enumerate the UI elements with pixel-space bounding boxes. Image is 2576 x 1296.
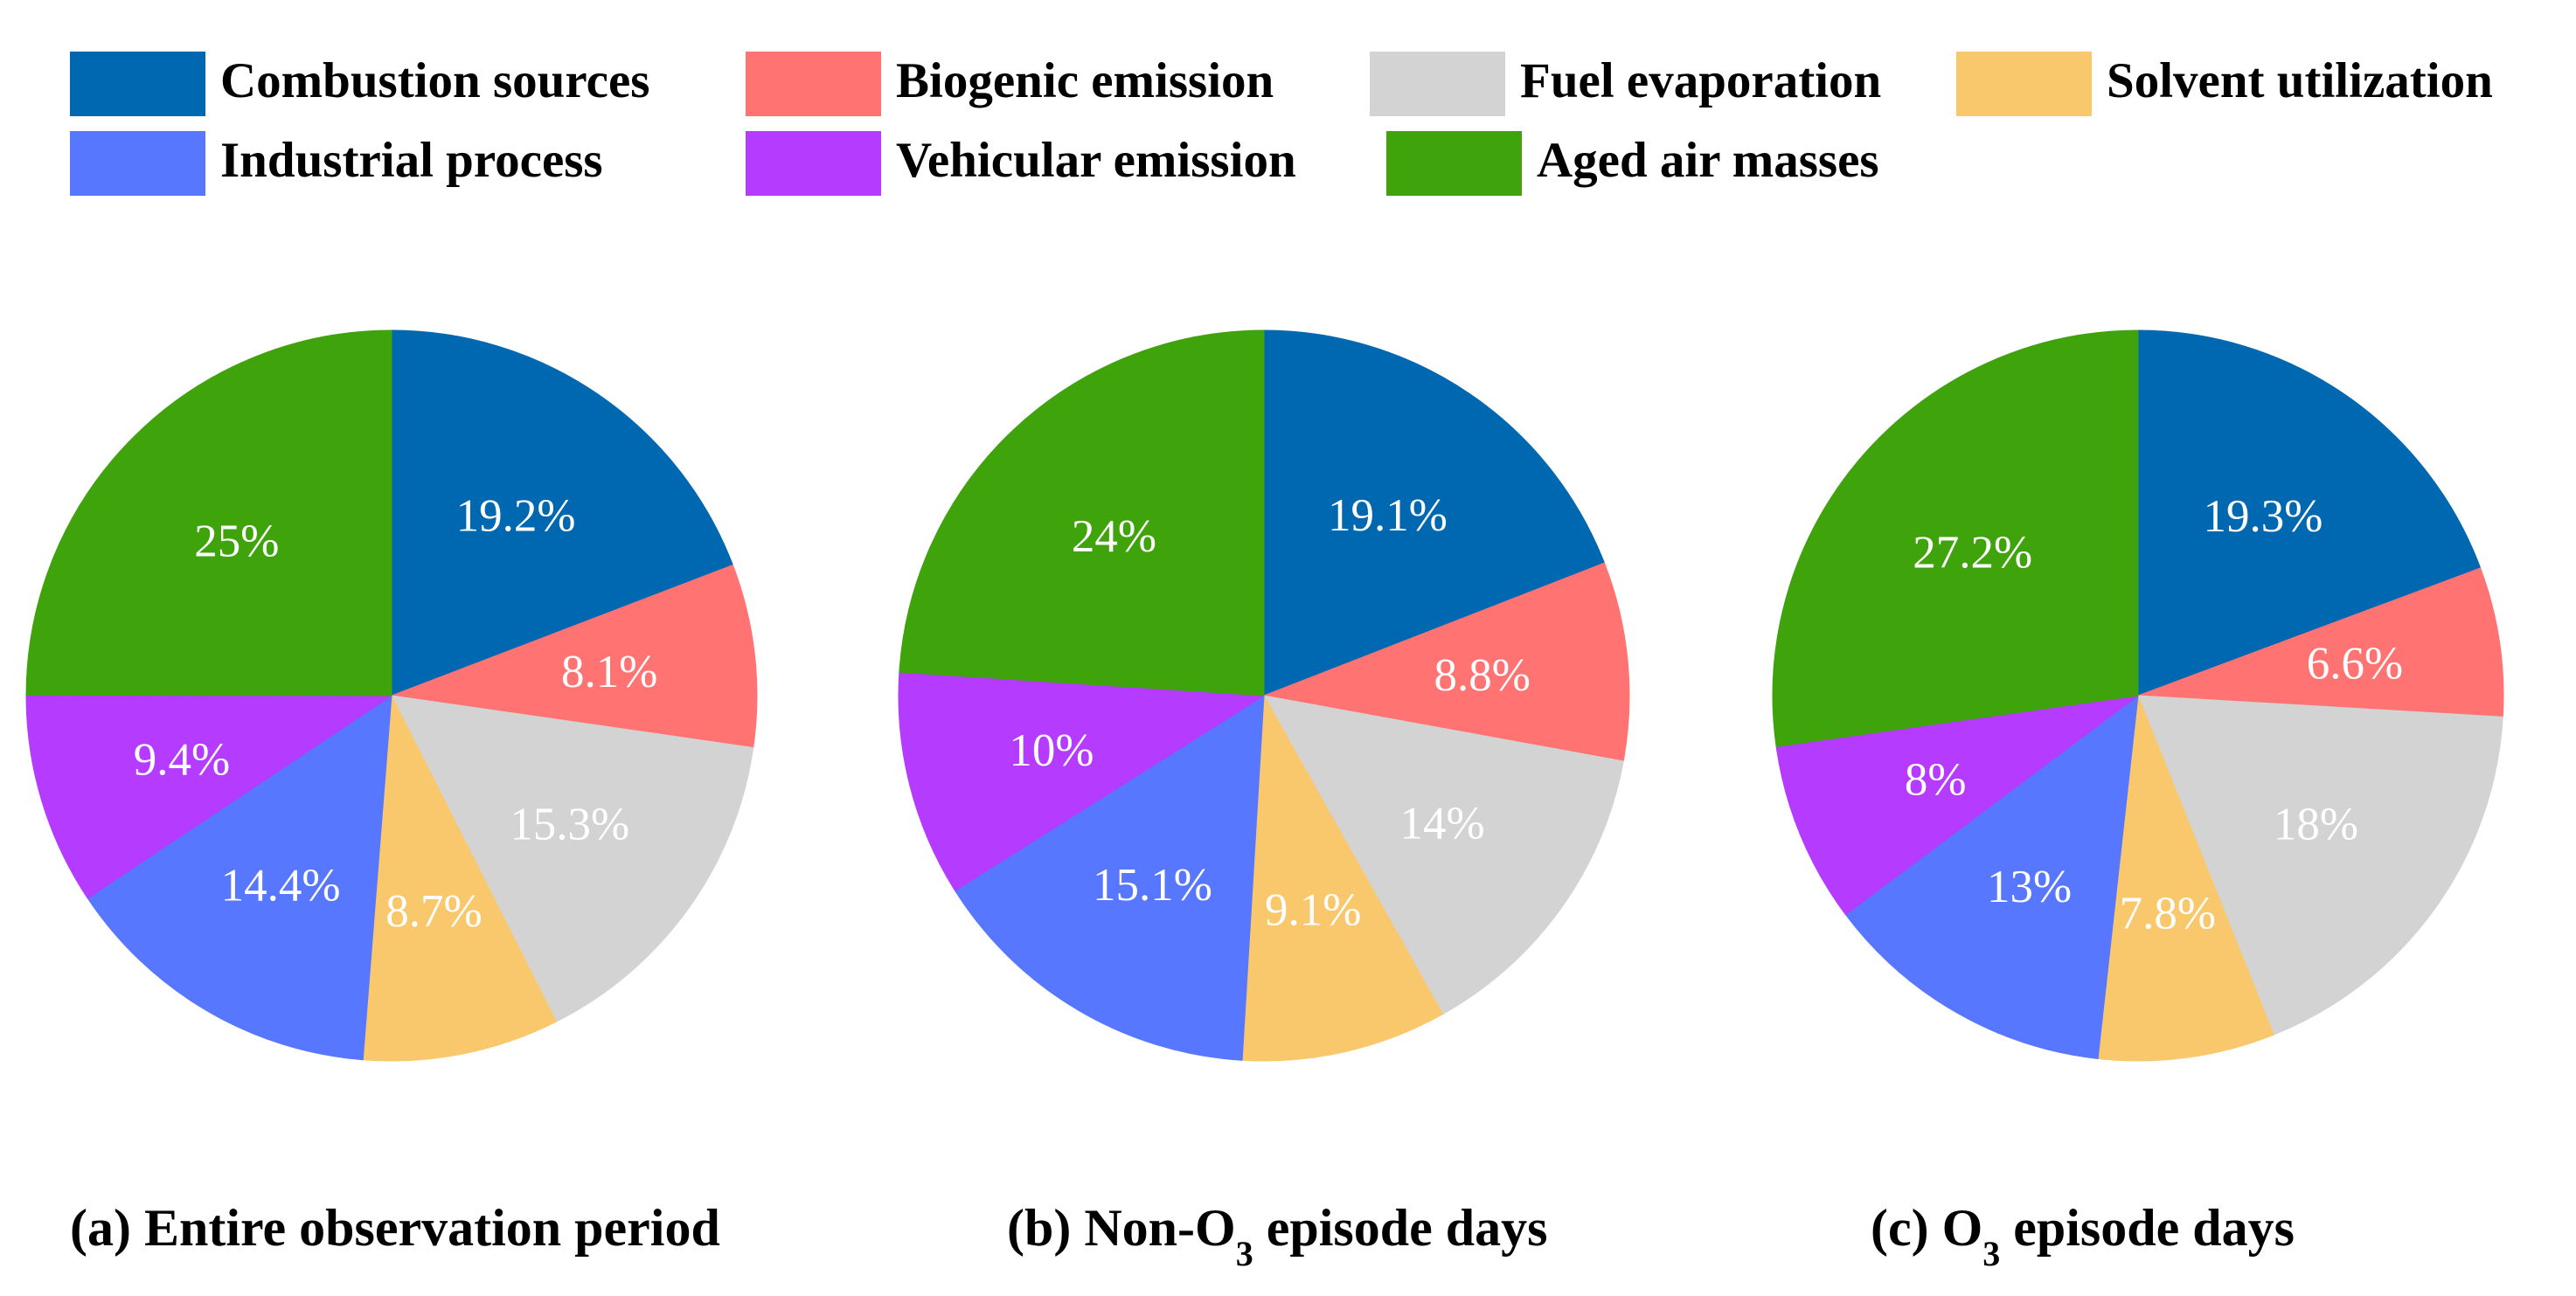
legend-swatch bbox=[746, 131, 881, 196]
legend-item-biogenic-emission: Biogenic emission bbox=[746, 52, 1274, 116]
legend-label: Combustion sources bbox=[220, 53, 649, 108]
legend-swatch bbox=[746, 52, 881, 116]
pie-panel-c: 19.3% 6.6% 18% 7.8% 13% 8% 27.2% (c) O3 episode… bbox=[1772, 329, 2504, 1273]
pie-slice-aged-air-masses bbox=[1772, 329, 2139, 747]
panel-caption: (c) O3 episode days bbox=[1871, 1199, 2295, 1273]
legend-swatch bbox=[1386, 131, 1522, 196]
slice-label-industrial-process: 14.4% bbox=[221, 860, 341, 911]
pie-panels: 19.2% 8.1% 15.3% 8.7% 14.4% 9.4% 25% (a) Entire… bbox=[25, 329, 2504, 1273]
legend-swatch bbox=[1370, 52, 1505, 116]
slice-label-fuel-evaporation: 14% bbox=[1400, 799, 1485, 849]
pie-slice-fuel-evaporation bbox=[391, 695, 754, 1022]
slice-label-solvent-utilization: 7.8% bbox=[2120, 889, 2216, 939]
slice-label-fuel-evaporation: 15.3% bbox=[510, 799, 629, 849]
slice-label-biogenic-emission: 8.8% bbox=[1434, 650, 1530, 701]
panel-caption: (b) Non-O3 episode days bbox=[1007, 1199, 1547, 1273]
legend-item-aged-air-masses: Aged air masses bbox=[1386, 131, 1879, 196]
slice-label-biogenic-emission: 6.6% bbox=[2307, 639, 2403, 690]
panel-caption: (a) Entire observation period bbox=[70, 1199, 720, 1257]
slice-label-fuel-evaporation: 18% bbox=[2274, 800, 2358, 850]
pie-slice-vehicular-emission bbox=[898, 671, 1266, 891]
caption-text: (a) Entire observation period bbox=[70, 1199, 720, 1257]
pie-slice-biogenic-emission bbox=[390, 564, 758, 749]
caption-text-suffix: episode days bbox=[2000, 1199, 2295, 1257]
slice-label-solvent-utilization: 9.1% bbox=[1265, 884, 1361, 935]
pie-slice-aged-air-masses bbox=[25, 329, 392, 697]
caption-text-suffix: episode days bbox=[1253, 1199, 1548, 1257]
legend-swatch bbox=[70, 131, 205, 196]
pie-slice-fuel-evaporation bbox=[1263, 695, 1624, 1015]
legend-label: Fuel evaporation bbox=[1520, 53, 1881, 108]
slice-label-combustion-sources: 19.1% bbox=[1328, 490, 1448, 541]
legend-swatch bbox=[70, 52, 205, 116]
slice-label-industrial-process: 15.1% bbox=[1093, 860, 1212, 911]
pie-slice-solvent-utilization bbox=[362, 694, 558, 1062]
pie-slice-industrial-process bbox=[954, 695, 1265, 1061]
legend-swatch bbox=[1956, 52, 2092, 116]
slice-label-biogenic-emission: 8.1% bbox=[561, 647, 657, 697]
legend-item-fuel-evaporation: Fuel evaporation bbox=[1370, 52, 1881, 116]
legend-item-solvent-utilization: Solvent utilization bbox=[1956, 52, 2493, 116]
pie-slice-industrial-process bbox=[1844, 694, 2139, 1060]
pie-panel-b: 19.1% 8.8% 14% 9.1% 15.1% 10% 24% (b) Non-O3 ep… bbox=[898, 329, 1630, 1273]
pie-slice-industrial-process bbox=[87, 695, 392, 1061]
pie-slice-combustion-sources bbox=[391, 329, 734, 697]
pie-slice-solvent-utilization bbox=[1241, 694, 1444, 1062]
slice-label-aged-air-masses: 25% bbox=[194, 516, 279, 567]
pie-slice-fuel-evaporation bbox=[2137, 695, 2503, 1036]
pie-slice-biogenic-emission bbox=[1262, 562, 1630, 762]
slice-label-combustion-sources: 19.3% bbox=[2204, 491, 2323, 542]
slice-label-industrial-process: 13% bbox=[1987, 862, 2072, 912]
slice-label-vehicular-emission: 10% bbox=[1009, 725, 1094, 776]
slice-label-aged-air-masses: 27.2% bbox=[1913, 528, 2032, 579]
caption-subscript: 3 bbox=[1982, 1234, 2000, 1273]
legend-item-combustion-sources: Combustion sources bbox=[70, 52, 649, 116]
pie-slice-aged-air-masses bbox=[899, 329, 1265, 697]
pie-slice-vehicular-emission bbox=[25, 694, 393, 899]
pie-slice-solvent-utilization bbox=[2097, 695, 2274, 1062]
legend-item-vehicular-emission: Vehicular emission bbox=[746, 131, 1296, 196]
pie-slice-combustion-sources bbox=[1263, 329, 1606, 697]
pie-slice-vehicular-emission bbox=[1775, 695, 2139, 916]
slice-label-solvent-utilization: 8.7% bbox=[385, 886, 482, 937]
legend-item-industrial-process: Industrial process bbox=[70, 131, 603, 196]
pie-panel-a: 19.2% 8.1% 15.3% 8.7% 14.4% 9.4% 25% (a) Entire… bbox=[25, 329, 758, 1257]
legend-label: Biogenic emission bbox=[896, 53, 1274, 108]
slice-label-combustion-sources: 19.2% bbox=[456, 490, 576, 541]
slice-label-aged-air-masses: 24% bbox=[1072, 511, 1156, 562]
slice-label-vehicular-emission: 9.4% bbox=[134, 735, 230, 786]
legend: Combustion sources Biogenic emission Fuel … bbox=[70, 52, 2493, 196]
pie-slice-combustion-sources bbox=[2137, 329, 2482, 697]
legend-label: Vehicular emission bbox=[896, 133, 1296, 188]
caption-text: (c) O bbox=[1871, 1199, 1982, 1257]
caption-subscript: 3 bbox=[1236, 1234, 1253, 1273]
pie-slice-biogenic-emission bbox=[2137, 567, 2504, 717]
legend-label: Solvent utilization bbox=[2107, 53, 2493, 108]
legend-label: Industrial process bbox=[220, 133, 603, 188]
legend-label: Aged air masses bbox=[1537, 133, 1879, 188]
slice-label-vehicular-emission: 8% bbox=[1905, 755, 1967, 806]
caption-text: (b) Non-O bbox=[1007, 1199, 1236, 1257]
